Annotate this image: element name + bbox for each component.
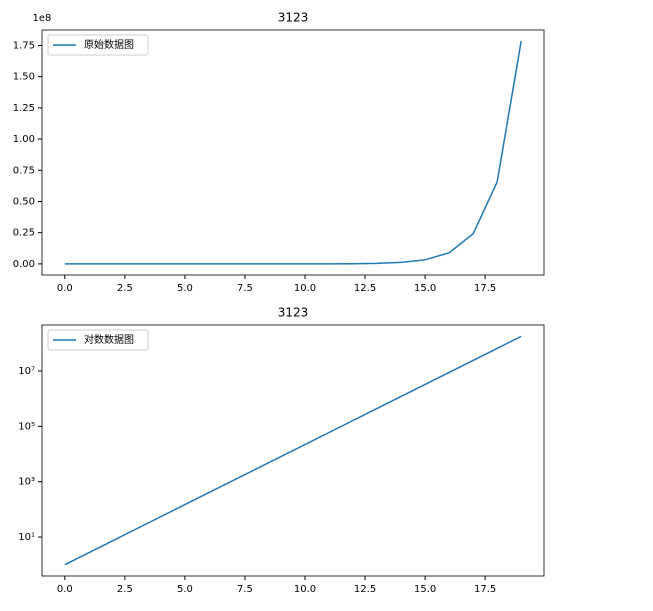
y-tick-label: 10⁵ xyxy=(18,421,35,432)
legend-label: 对数数据图 xyxy=(84,333,134,346)
x-tick-label: 7.5 xyxy=(237,283,253,294)
y-tick-label: 0.50 xyxy=(13,196,35,207)
legend-box xyxy=(47,329,149,351)
chart-title: 3123 xyxy=(278,11,309,25)
x-tick-label: 12.5 xyxy=(354,584,376,595)
legend-label: 原始数据图 xyxy=(84,38,134,51)
legend-box xyxy=(47,34,149,56)
x-tick-label: 0.0 xyxy=(57,283,73,294)
x-tick-label: 15.0 xyxy=(414,283,436,294)
x-tick-label: 0.0 xyxy=(57,584,73,595)
y-tick-label: 10³ xyxy=(18,477,35,488)
y-tick-label: 0.00 xyxy=(13,259,35,270)
y-tick-label: 10¹ xyxy=(18,532,35,543)
chart-title: 3123 xyxy=(278,306,309,320)
y-tick-label: 1.00 xyxy=(13,134,35,145)
y-offset-label: 1e8 xyxy=(33,13,52,24)
y-tick-label: 0.25 xyxy=(13,228,35,239)
x-tick-label: 2.5 xyxy=(117,584,133,595)
x-tick-label: 5.0 xyxy=(177,584,193,595)
line xyxy=(64,335,522,566)
x-tick-label: 17.5 xyxy=(474,283,496,294)
x-tick-label: 17.5 xyxy=(474,584,496,595)
axes-frame xyxy=(41,29,545,276)
y-tick-label: 1.75 xyxy=(13,40,35,51)
y-tick-label: 0.75 xyxy=(13,165,35,176)
y-tick-label: 10⁷ xyxy=(18,366,35,377)
x-tick-label: 5.0 xyxy=(177,283,193,294)
y-tick-label: 1.25 xyxy=(13,103,35,114)
line xyxy=(64,41,522,265)
x-tick-label: 15.0 xyxy=(414,584,436,595)
x-tick-label: 12.5 xyxy=(354,283,376,294)
x-tick-label: 10.0 xyxy=(294,584,316,595)
x-tick-label: 7.5 xyxy=(237,584,253,595)
axes-frame xyxy=(41,324,545,577)
x-tick-label: 10.0 xyxy=(294,283,316,294)
x-tick-label: 2.5 xyxy=(117,283,133,294)
y-tick-label: 1.50 xyxy=(13,72,35,83)
